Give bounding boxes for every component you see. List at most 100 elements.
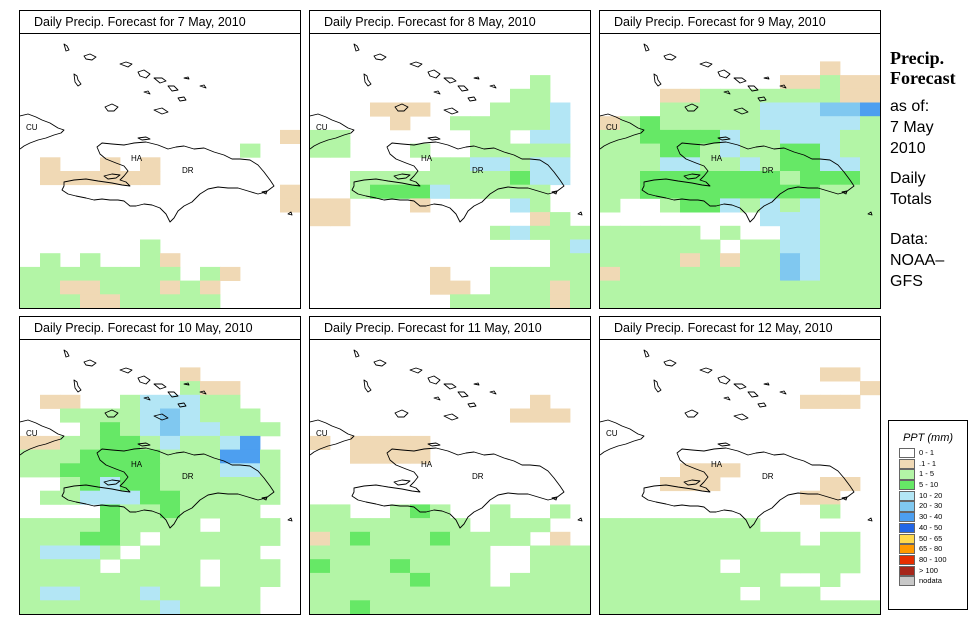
precip-cell [620,253,641,268]
coastline [600,113,645,150]
precip-cell [120,280,141,295]
precip-cell [820,129,841,144]
precip-cell [660,171,681,186]
coastline [643,349,650,358]
coastline [363,73,372,87]
precip-cell [510,88,531,103]
precip-cell [120,490,141,505]
precip-cell [160,449,181,464]
precip-cell [140,435,161,450]
precip-cell [780,129,801,144]
precip-cell [640,586,661,601]
precip-cell [20,545,41,560]
precip-cell [840,545,861,560]
precip-cell [800,600,821,614]
legend-swatch [899,469,915,480]
precip-cell [530,88,551,103]
precip-cell [410,184,431,199]
coastline [663,53,677,61]
precip-cell [620,266,641,281]
forecast-map: CU HA DR [599,339,881,615]
precip-cell [700,280,721,295]
precip-cell [80,171,101,186]
precip-cell [470,157,491,172]
legend-label: 65 - 80 [919,544,943,554]
precip-cell [470,531,491,546]
precip-cell [200,463,221,478]
precip-cell [220,559,241,574]
coastline [577,211,583,216]
precip-cell [800,225,821,240]
precip-cell [800,184,821,199]
legend-item: 5 - 10 [889,480,967,491]
precip-cell [530,280,551,295]
precip-cell [600,266,621,281]
precip-cell [760,116,781,131]
legend-swatch [899,554,915,566]
precip-cell [470,586,491,601]
coastline [153,413,169,421]
precip-cell [180,545,201,560]
precip-cell [680,184,701,199]
precip-cell [640,559,661,574]
precip-cell [680,600,701,614]
precip-cell [840,88,861,103]
precip-cell [800,102,821,117]
coastline [717,442,731,447]
precip-cell [620,531,641,546]
precip-cell [120,449,141,464]
precip-cell [600,225,621,240]
data-line2: NOAA– [890,252,945,269]
precip-cell [260,559,281,574]
precip-cell [430,266,451,281]
precip-cell [60,408,81,423]
precip-cell [370,531,391,546]
precip-cell [820,212,841,227]
precip-cell [740,253,761,268]
precip-cell [840,600,861,614]
coastline [183,382,190,386]
legend-label: 0 - 1 [919,448,935,457]
precip-cell [720,266,741,281]
precip-cell [160,280,181,295]
precip-cell [200,504,221,519]
precip-cell [860,171,880,186]
precip-cell [600,545,621,560]
precip-cell [40,394,61,409]
precip-cell [350,449,371,464]
precip-cell [550,504,571,519]
precip-cell [160,531,181,546]
precip-cell [40,531,61,546]
forecast-panel-day2: Daily Precip. Forecast for 8 May, 2010 C… [309,10,591,309]
precip-cell [240,531,261,546]
precip-cell [20,586,41,601]
precip-cell [600,559,621,574]
precip-cell [640,143,661,158]
precip-cell [140,477,161,492]
precip-cell [180,463,201,478]
precip-cell [550,586,571,601]
precip-cell [450,559,471,574]
precip-cell [620,239,641,254]
precip-cell [640,184,661,199]
country-label-dominican-republic: DR [472,166,484,175]
precip-cell [800,212,821,227]
coastline [104,103,119,112]
precip-cell [310,586,331,601]
legend-item: 0 - 1 [889,448,967,459]
precip-cell [80,600,101,614]
legend-label: .1 - 1 [919,458,937,468]
precip-cell [860,239,880,254]
precip-cell [120,572,141,587]
sidebar-title: Precip. Forecast [890,48,956,88]
precip-cell [160,490,181,505]
precip-cell [220,477,241,492]
precip-cell [530,75,551,90]
precip-cell [700,586,721,601]
precip-cell [780,184,801,199]
precip-cell [680,157,701,172]
precip-cell [450,116,471,131]
coastline [467,402,477,408]
precip-cell [840,143,861,158]
precip-cell [200,280,221,295]
